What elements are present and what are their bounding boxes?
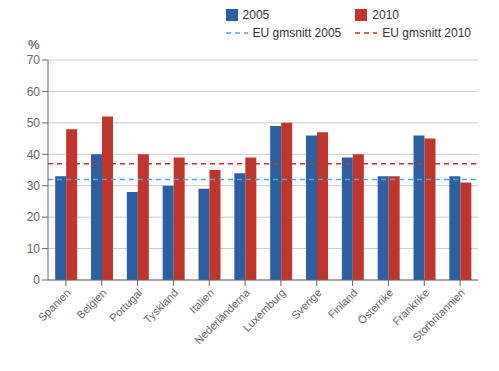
- svg-text:Tyskland: Tyskland: [141, 286, 180, 325]
- html-text:2010: 2010: [372, 8, 399, 22]
- svg-text:50: 50: [27, 116, 41, 130]
- svg-text:Portugal: Portugal: [107, 286, 144, 323]
- svg-text:40: 40: [27, 148, 41, 162]
- svg-text:Italien: Italien: [187, 286, 216, 315]
- svg-text:Belgien: Belgien: [74, 286, 108, 320]
- svg-text:Luxemburg: Luxemburg: [240, 286, 287, 333]
- svg-text:30: 30: [27, 179, 41, 193]
- html-text:2005: 2005: [242, 8, 270, 22]
- svg-text:0: 0: [33, 273, 40, 287]
- svg-text:Frankrike: Frankrike: [390, 286, 432, 328]
- html-text:EU gmsnitt 2010: EU gmsnitt 2010: [382, 26, 471, 40]
- svg-text:Storbritannien: Storbritannien: [410, 286, 467, 343]
- svg-text:Österrike: Österrike: [355, 286, 395, 326]
- svg-text:Nederländerna: Nederländerna: [192, 286, 253, 347]
- svg-text:20: 20: [27, 210, 41, 224]
- svg-text:Finland: Finland: [326, 286, 360, 320]
- svg-text:Sverige: Sverige: [289, 286, 324, 321]
- svg-text:60: 60: [27, 85, 41, 99]
- svg-text:10: 10: [27, 242, 41, 256]
- svg-text:Spanien: Spanien: [36, 286, 73, 323]
- svg-text:70: 70: [27, 53, 41, 67]
- html-text:EU gmsnitt 2005: EU gmsnitt 2005: [252, 26, 342, 40]
